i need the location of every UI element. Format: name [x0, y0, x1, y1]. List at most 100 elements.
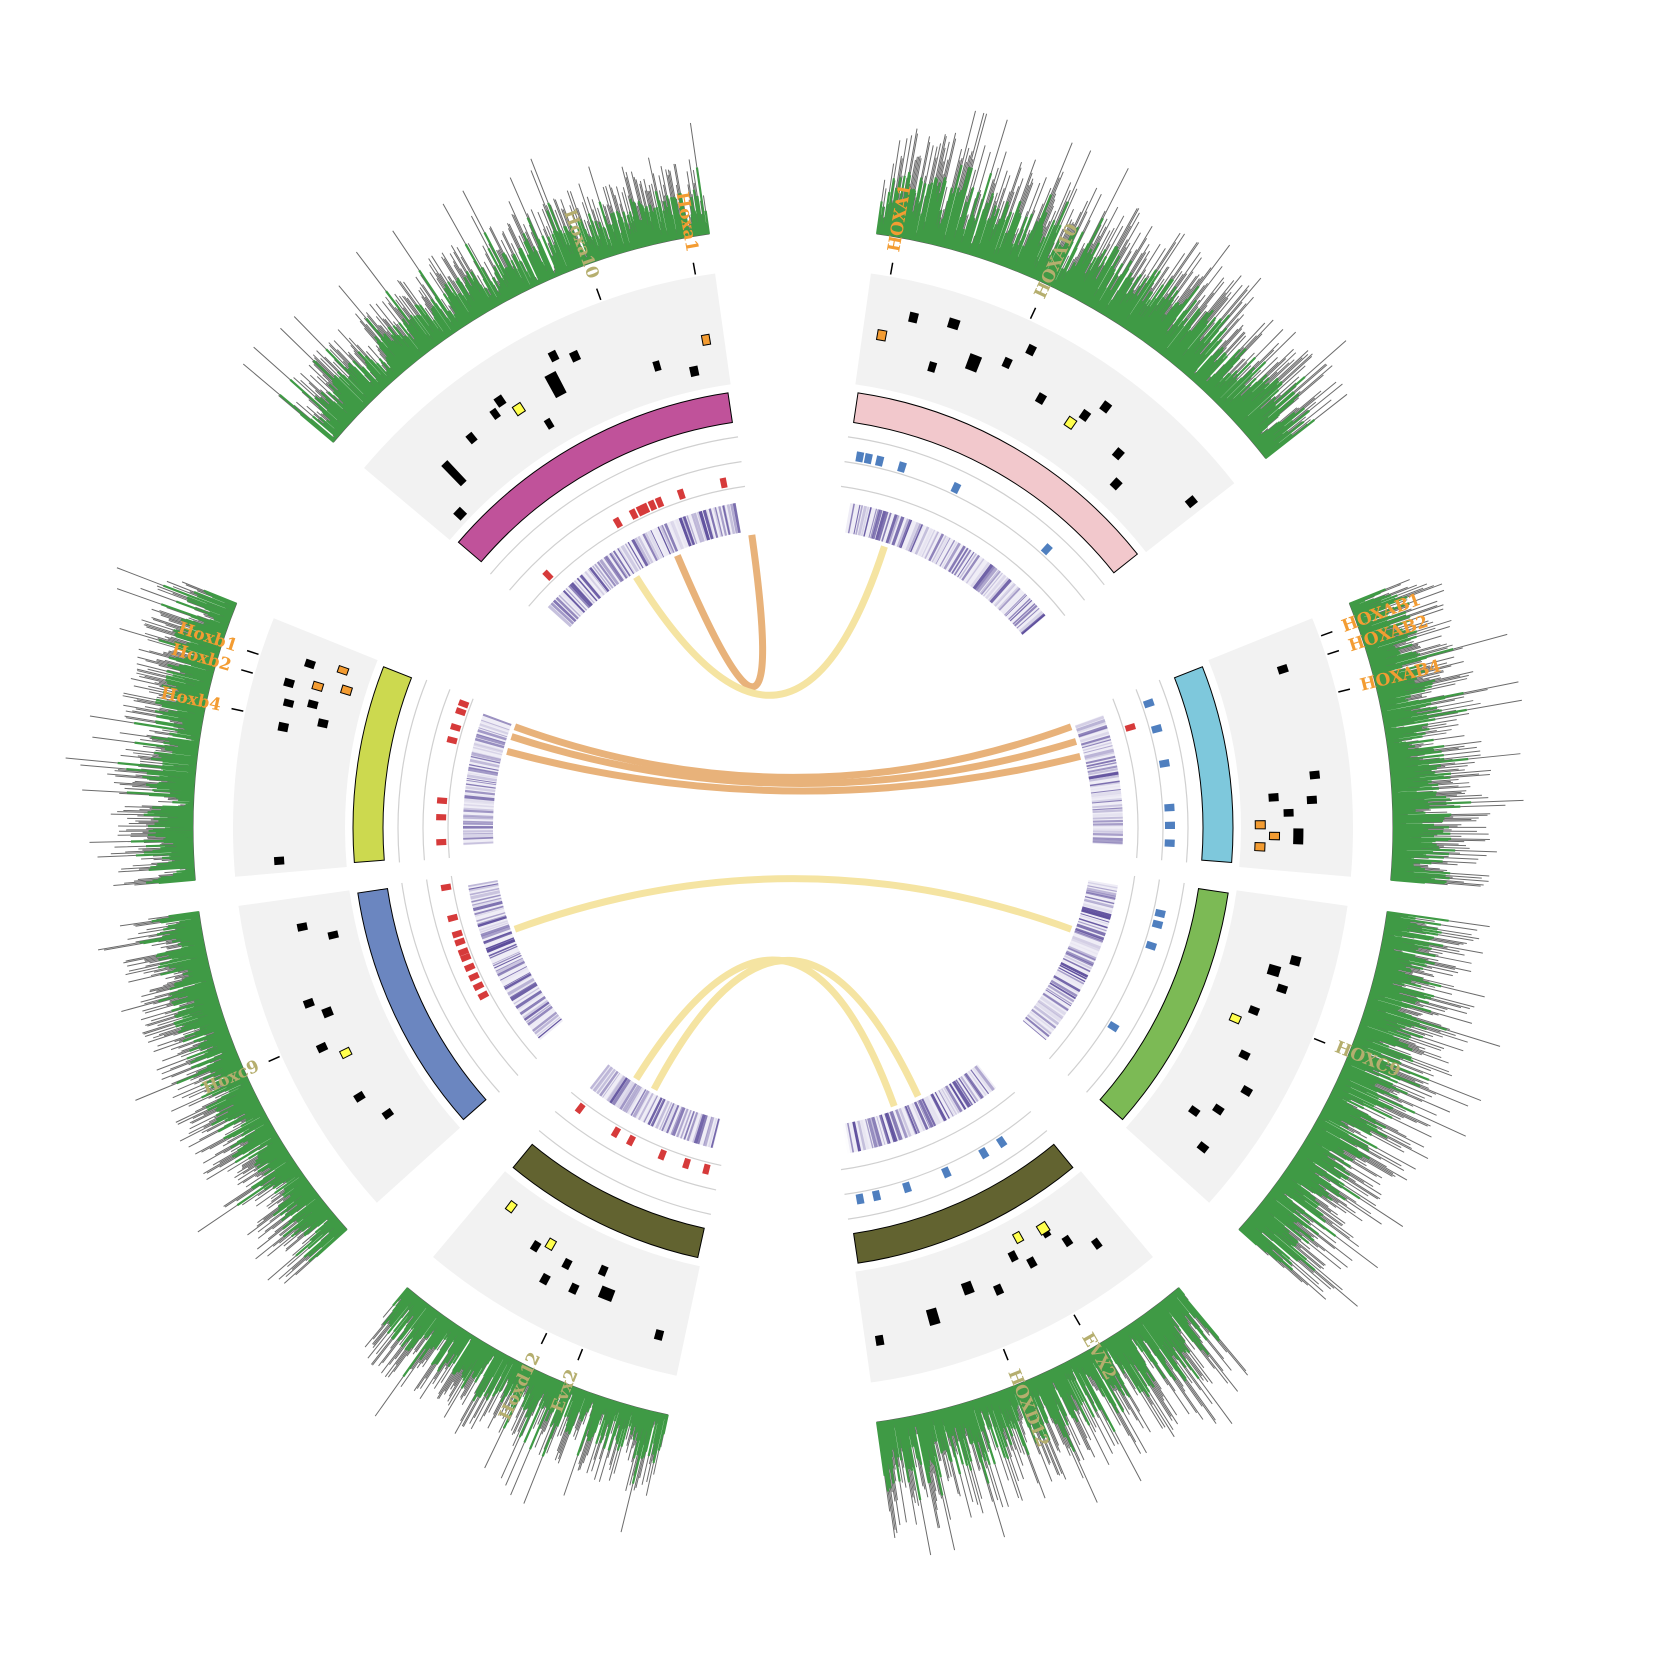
- density-stripe: [943, 1086, 960, 1114]
- density-stripe: [970, 561, 991, 588]
- density-stripe: [470, 755, 501, 764]
- density-stripe: [878, 1114, 890, 1145]
- gene-block: [568, 349, 582, 363]
- density-stripe: [464, 800, 495, 805]
- gene-block: [568, 1282, 580, 1295]
- label-tick: [577, 1348, 584, 1361]
- density-stripe: [948, 545, 966, 573]
- density-stripe: [463, 807, 494, 812]
- variant-mark-red: [459, 952, 472, 963]
- gene-block: [925, 1307, 941, 1326]
- gene-block: [1111, 447, 1125, 461]
- label-tick: [241, 669, 253, 674]
- density-stripe: [552, 599, 577, 623]
- density-stripe: [464, 789, 496, 796]
- density-stripe: [921, 529, 936, 558]
- density-stripe: [1081, 906, 1112, 918]
- gene-highlight-yellow: [338, 1046, 353, 1060]
- guide-line: [538, 1130, 711, 1215]
- density-stripe: [488, 943, 517, 957]
- density-stripe: [931, 535, 947, 563]
- variant-mark-blue: [995, 1135, 1008, 1149]
- coverage-histogram: [97, 910, 348, 1284]
- density-stripe: [710, 1118, 720, 1149]
- density-stripe: [1071, 935, 1101, 950]
- density-stripe: [478, 727, 508, 738]
- guide-line: [844, 461, 1086, 601]
- density-stripe: [463, 825, 494, 829]
- gene-block: [1283, 808, 1294, 817]
- density-stripe: [1083, 900, 1114, 909]
- density-stripe: [1075, 927, 1105, 941]
- density-stripe: [1078, 726, 1108, 738]
- density-stripe: [494, 954, 522, 969]
- guide-line: [1048, 875, 1136, 1060]
- density-track-bg: [1074, 715, 1123, 846]
- gene-block: [1196, 1141, 1210, 1154]
- density-stripe: [463, 836, 494, 840]
- variant-mark-blue: [1164, 839, 1175, 847]
- density-stripe: [1087, 885, 1117, 893]
- guide-line: [840, 485, 1066, 616]
- density-stripe: [921, 1098, 937, 1127]
- density-stripe: [635, 1091, 651, 1119]
- density-stripe: [997, 586, 1020, 610]
- density-stripe: [898, 1107, 912, 1137]
- density-stripe: [1084, 896, 1115, 905]
- gene-block: [1026, 1256, 1038, 1269]
- density-stripe: [1069, 942, 1099, 955]
- chromosome-band: [853, 1143, 1074, 1264]
- density-stripe: [467, 767, 499, 776]
- gene-block: [273, 856, 285, 866]
- density-stripe: [620, 544, 639, 573]
- synteny-link: [510, 733, 1078, 788]
- gene-block: [1240, 1085, 1254, 1098]
- density-stripe: [674, 518, 689, 548]
- guide-line: [1067, 879, 1160, 1076]
- guide-line: [844, 1110, 1032, 1195]
- density-stripe: [732, 503, 741, 534]
- density-stripe: [848, 503, 855, 534]
- density-stripe: [480, 719, 510, 731]
- label-tick: [889, 262, 894, 275]
- variant-mark-blue: [874, 455, 885, 467]
- histogram-bars-green: [382, 1287, 669, 1484]
- coverage-histogram: [1348, 579, 1524, 887]
- variant-mark-blue: [855, 1193, 865, 1205]
- coverage-histogram: [1238, 910, 1501, 1307]
- variant-mark-red: [447, 913, 459, 923]
- density-track-bg: [547, 503, 741, 628]
- density-stripe: [481, 926, 511, 940]
- density-stripe: [602, 1072, 621, 1098]
- density-stripe: [508, 980, 536, 997]
- density-stripe: [963, 1073, 983, 1100]
- synteny-links: [506, 534, 1082, 1108]
- label-tick: [540, 1332, 548, 1345]
- density-stripe: [1076, 923, 1106, 937]
- density-stripe: [877, 511, 889, 541]
- density-stripe: [465, 786, 496, 793]
- gene-block: [1034, 392, 1048, 405]
- segment-human-hoxab: [1074, 579, 1524, 887]
- density-stripe: [1082, 742, 1112, 752]
- gene-block: [653, 1329, 665, 1341]
- gene-block: [652, 360, 662, 372]
- density-stripe: [1064, 954, 1092, 970]
- gene-block: [1268, 793, 1279, 802]
- density-stripe: [683, 1110, 695, 1140]
- density-stripe: [994, 583, 1016, 607]
- density-stripe: [500, 966, 528, 981]
- variant-mark-red: [468, 971, 480, 982]
- guide-line: [847, 436, 1105, 586]
- density-stripe: [1092, 837, 1123, 841]
- density-stripe: [702, 509, 714, 540]
- density-stripe: [934, 1091, 950, 1119]
- variant-mark-red: [436, 813, 447, 821]
- guide-line: [1086, 882, 1185, 1093]
- density-stripe: [1008, 598, 1031, 620]
- density-stripe: [671, 1106, 686, 1137]
- variant-mark-blue: [897, 461, 907, 473]
- density-stripe: [1025, 1016, 1050, 1038]
- density-stripe: [504, 973, 532, 990]
- density-stripe: [1092, 819, 1123, 823]
